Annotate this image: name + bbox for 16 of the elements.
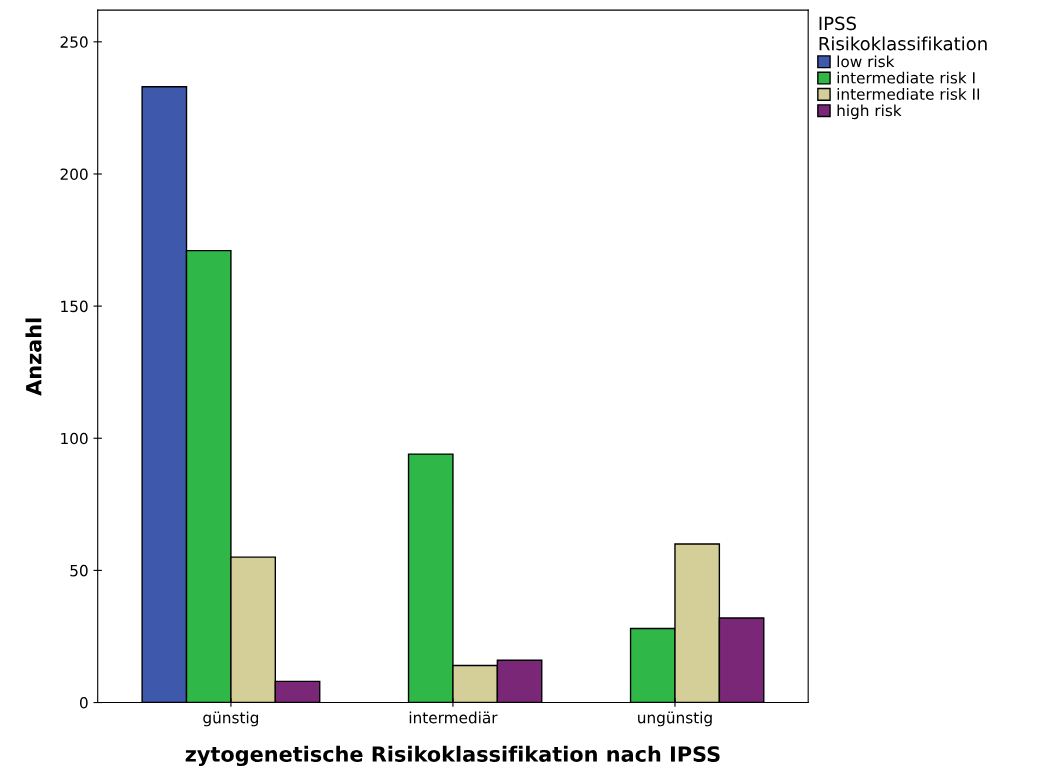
y-tick-label: 0 [79, 697, 88, 709]
legend-label: high risk [837, 104, 902, 120]
x-tick-label: günstig [203, 711, 259, 727]
legend-title: IPSS Risikoklassifikation [819, 16, 987, 51]
y-tick-label: 250 [60, 36, 88, 48]
y-tick-label: 150 [61, 300, 88, 313]
y-tick-label: 50 [70, 564, 88, 577]
x-axis-title: zytogenetische Risikoklassifikation nach IPSS [185, 745, 720, 767]
x-tick-label: intermediär [409, 711, 498, 724]
legend-label: intermediate risk II [837, 88, 980, 100]
y-axis-title: Anzahl [25, 318, 42, 396]
y-tick-label: 200 [60, 168, 88, 180]
y-tick-label: 100 [61, 432, 88, 445]
legend-label: intermediate risk I [837, 71, 975, 84]
legend-label: low risk [837, 55, 895, 68]
x-tick-label: ungünstig [638, 711, 712, 727]
